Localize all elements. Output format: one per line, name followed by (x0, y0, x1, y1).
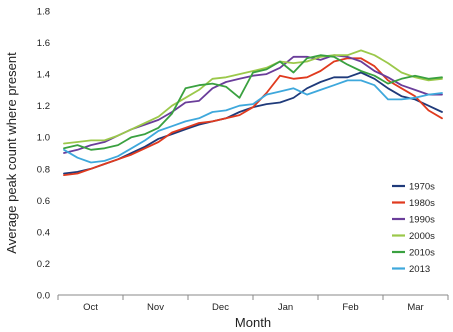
legend-label: 2013 (409, 264, 430, 275)
y-tick-label: 1.4 (37, 70, 50, 81)
x-tick-label: Oct (83, 302, 98, 313)
x-tick-label: Mar (407, 302, 423, 313)
y-tick-label: 0.8 (37, 164, 50, 175)
x-tick-label: Feb (342, 302, 358, 313)
series-line-2010s (63, 54, 443, 151)
y-tick-label: 1.8 (37, 7, 50, 18)
series-lines (63, 49, 443, 177)
y-axis-label: Average peak count where present (4, 52, 19, 254)
x-tick-label: Nov (147, 302, 164, 313)
x-axis-ticks: Oct Nov Dec Jan Feb Mar (57, 295, 449, 313)
x-tick-label: Dec (212, 302, 229, 313)
y-tick-label: 0.4 (37, 227, 50, 238)
y-tick-label: 1.0 (37, 133, 50, 144)
y-tick-label: 0.6 (37, 196, 50, 207)
legend: 1970s 1980s 1990s 2000s 2010s 2013 (392, 182, 435, 275)
y-axis-ticks: 0.0 0.2 0.4 0.6 0.8 1.0 1.2 1.4 1.6 1.8 (37, 7, 50, 302)
legend-label: 2000s (409, 231, 435, 242)
series-line-1980s (63, 57, 443, 177)
legend-label: 2010s (409, 248, 435, 259)
x-axis-label: Month (235, 315, 271, 330)
legend-label: 1990s (409, 215, 435, 226)
x-tick-label: Jan (278, 302, 293, 313)
series-line-2013 (63, 79, 443, 164)
y-tick-label: 1.2 (37, 101, 50, 112)
series-line-2000s (63, 49, 443, 145)
y-tick-label: 0.0 (37, 291, 50, 302)
y-tick-label: 1.6 (37, 38, 50, 49)
y-tick-label: 0.2 (37, 259, 50, 270)
legend-label: 1980s (409, 198, 435, 209)
legend-label: 1970s (409, 182, 435, 193)
